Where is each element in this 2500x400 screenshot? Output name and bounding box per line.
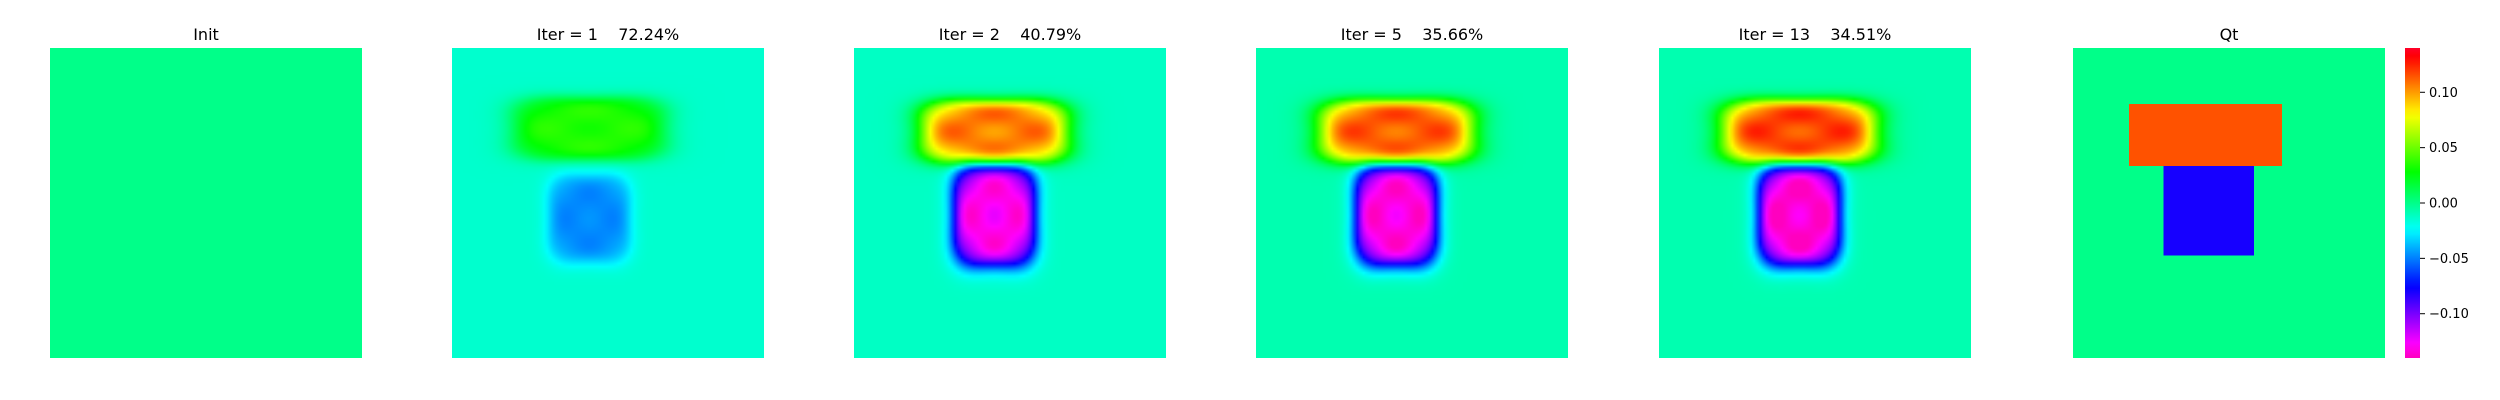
- colorbar-tick-label: −0.05: [2429, 252, 2469, 267]
- heatmap-panel: Qt: [2073, 25, 2385, 358]
- heatmap-panel: Iter = 2 40.79%: [854, 25, 1166, 358]
- heatmap-panel: Iter = 5 35.66%: [1256, 25, 1568, 358]
- heatmap-image: [1256, 48, 1568, 358]
- panels: Init Iter = 1 72.24% Iter = 2 40.79% Iter =…: [50, 25, 2385, 358]
- heatmap-panel: Iter = 13 34.51%: [1659, 25, 1971, 358]
- panel-title: Iter = 2 40.79%: [939, 25, 1082, 44]
- colorbar-tick-label: −0.10: [2429, 307, 2469, 322]
- heatmap-panel: Iter = 1 72.24%: [452, 25, 764, 358]
- heatmap-image: [2073, 48, 2385, 358]
- panel-title: Iter = 5 35.66%: [1341, 25, 1484, 44]
- heatmap-image: [1659, 48, 1971, 358]
- heatmap-image: [854, 48, 1166, 358]
- heatmap-image: [50, 48, 362, 358]
- heatmap-image: [452, 48, 764, 358]
- colorbar-tick-label: 0.10: [2429, 86, 2458, 101]
- panel-title: Iter = 13 34.51%: [1739, 25, 1892, 44]
- colorbar-gradient: [2405, 48, 2420, 358]
- heatmap-panel: Init: [50, 25, 362, 358]
- panel-title: Qt: [2220, 25, 2239, 44]
- colorbar-tick-label: 0.05: [2429, 141, 2458, 156]
- panel-title: Init: [193, 25, 219, 44]
- colorbar-tick-label: 0.00: [2429, 197, 2458, 212]
- panel-title: Iter = 1 72.24%: [537, 25, 680, 44]
- colorbar: 0.10 0.05 0.00 −0.05 −0.10: [2405, 48, 2469, 358]
